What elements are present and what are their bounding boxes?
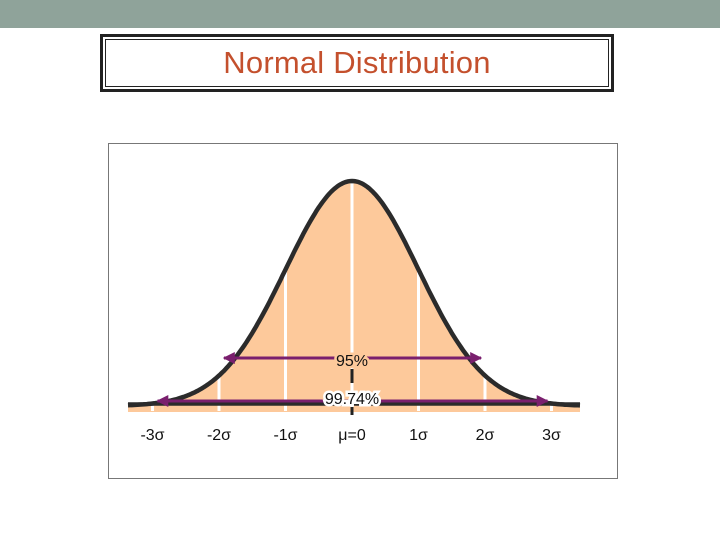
tick-label-0: -3σ xyxy=(140,427,164,444)
interval-tick-1 xyxy=(350,407,354,415)
density-curve xyxy=(127,178,581,408)
tick-label-3: μ=0 xyxy=(338,427,366,444)
tick-label-5: 2σ xyxy=(476,427,495,444)
tick-label-1: -2σ xyxy=(207,427,231,444)
top-bar xyxy=(0,0,720,28)
tick-label-2: -1σ xyxy=(273,427,297,444)
title-box: Normal Distribution xyxy=(100,34,614,92)
tick-label-4: 1σ xyxy=(409,427,428,444)
page-title: Normal Distribution xyxy=(223,45,491,80)
interval-label-0: 95% xyxy=(336,353,368,370)
interval-label-1: 99.74% xyxy=(325,391,379,408)
curve-area-fill xyxy=(128,181,580,412)
interval-tick-0 xyxy=(350,369,354,383)
tick-label-6: 3σ xyxy=(542,427,561,444)
